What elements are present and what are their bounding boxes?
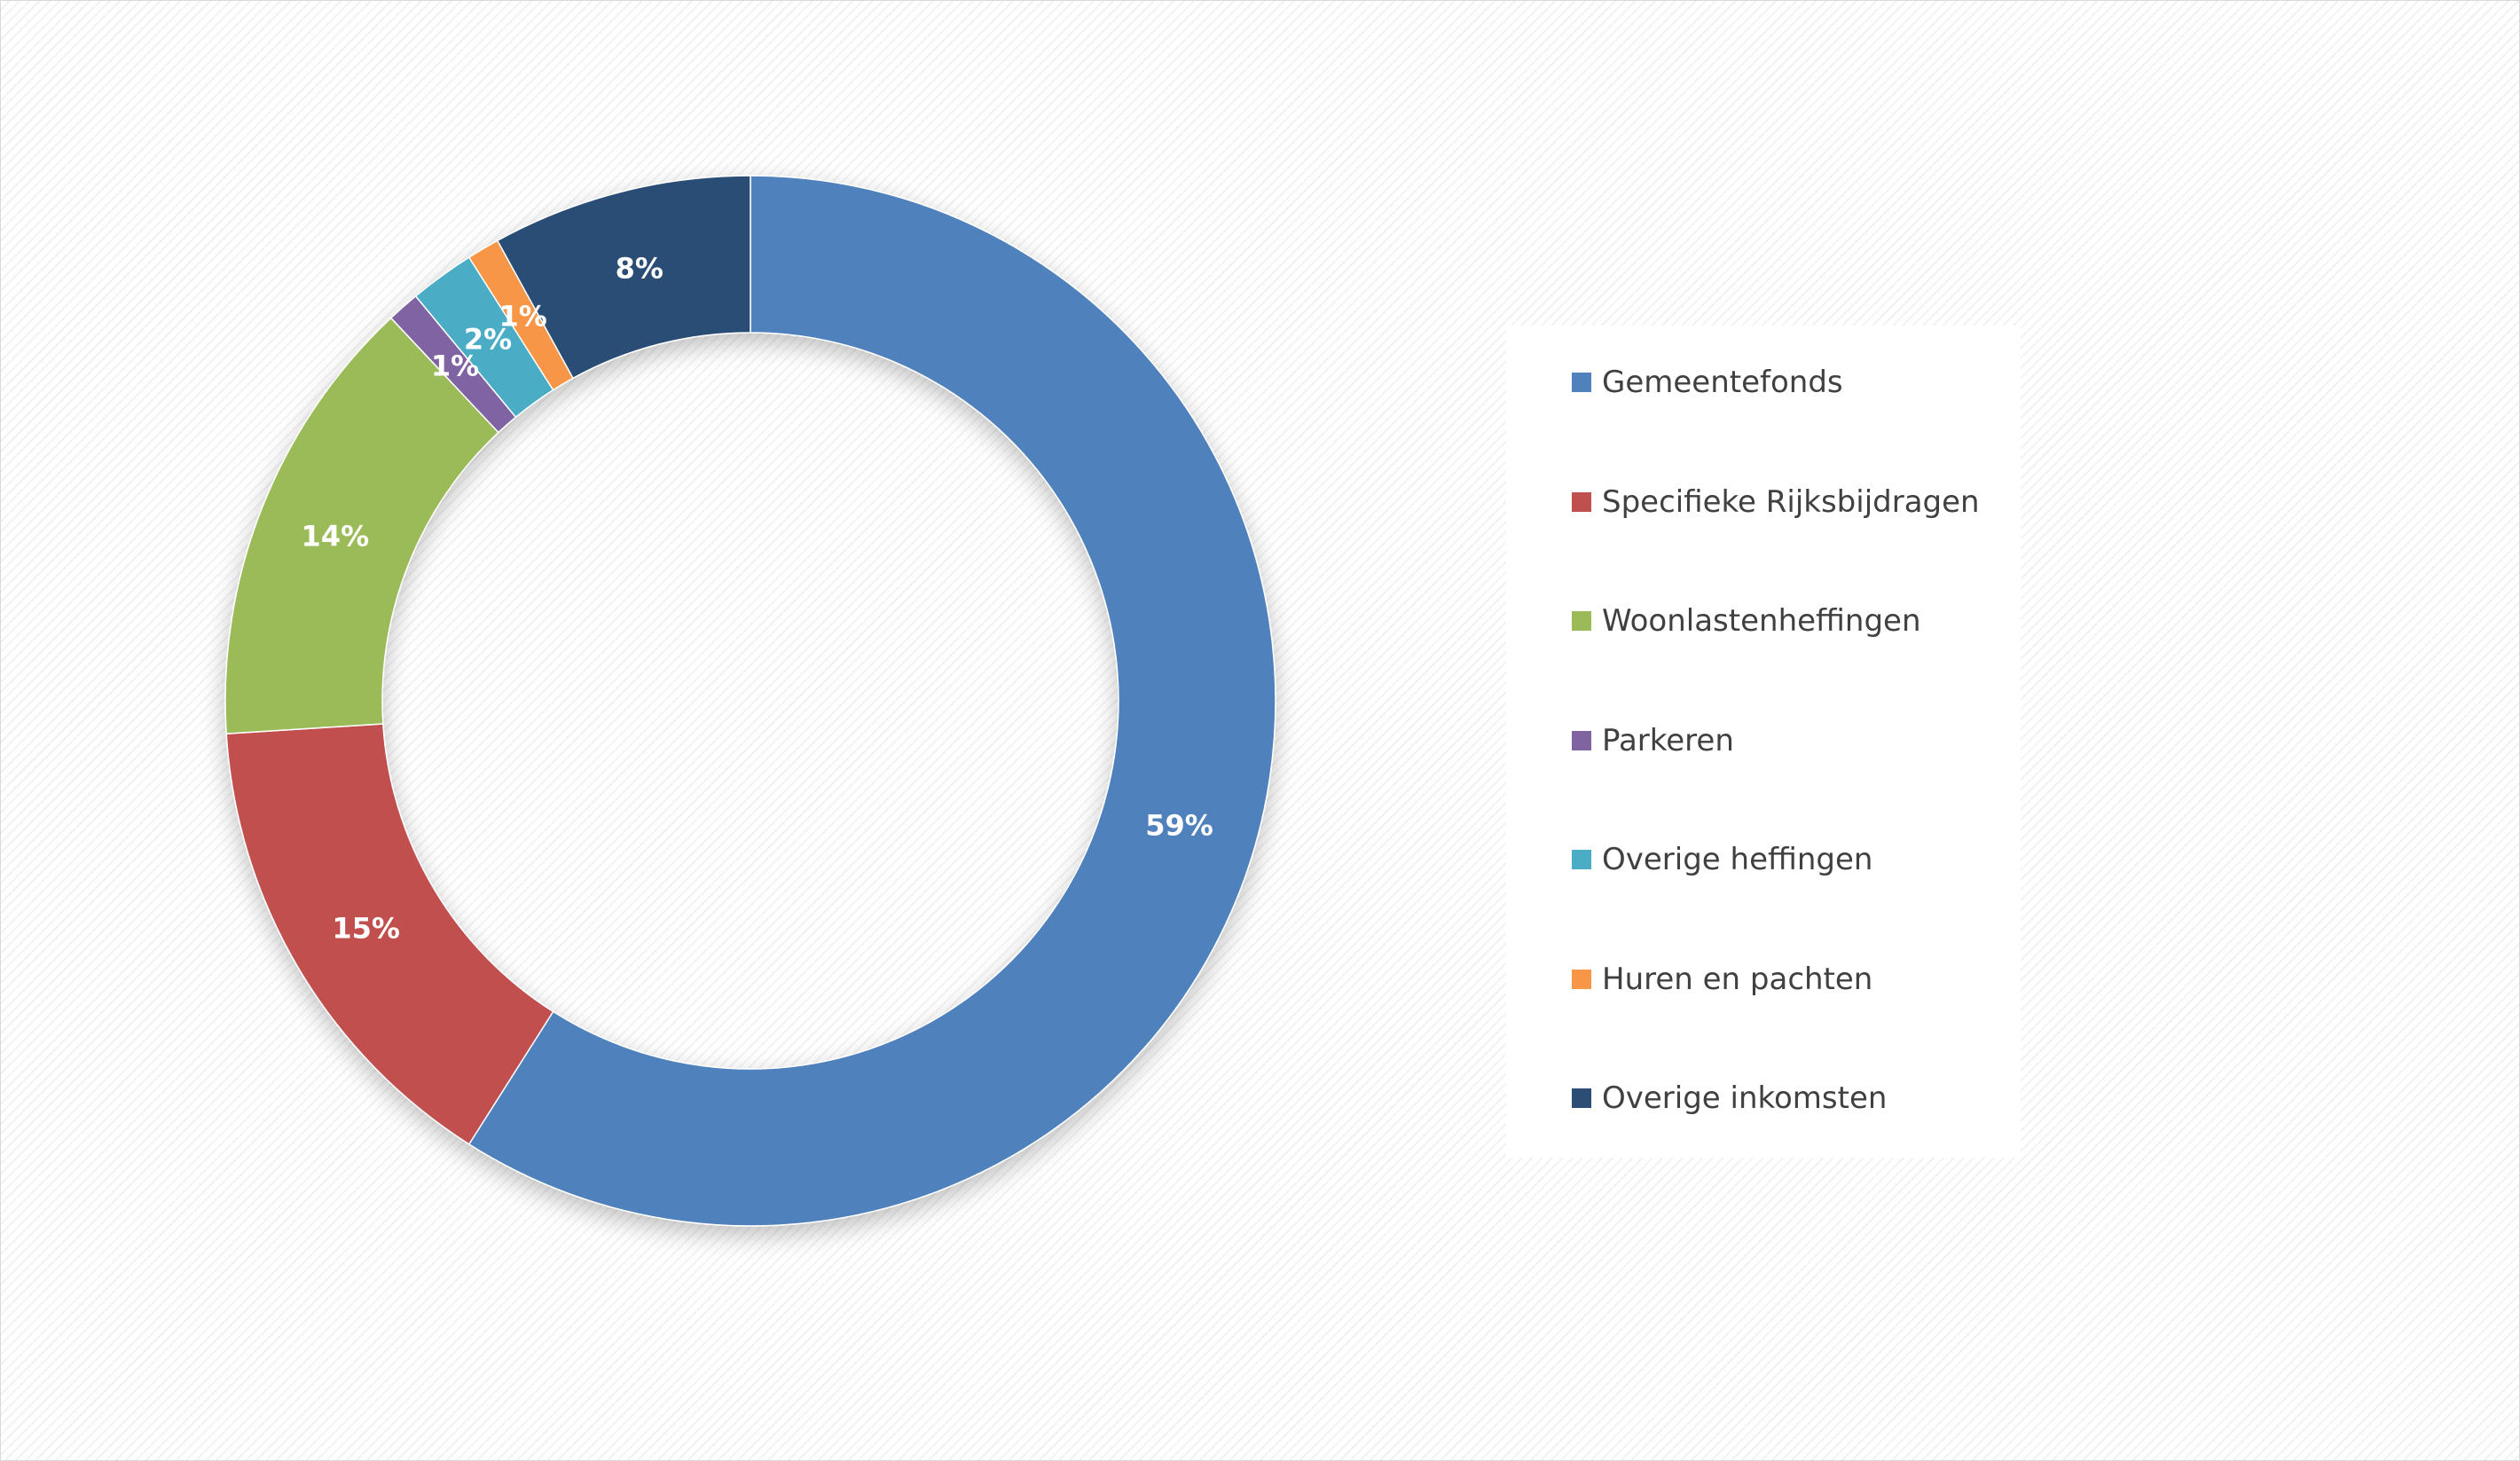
legend-swatch xyxy=(1572,969,1591,989)
data-label-gemeentefonds: 59% xyxy=(1145,808,1213,842)
data-label-parkeren: 1% xyxy=(431,349,479,382)
legend-swatch xyxy=(1572,491,1591,512)
legend-item-specifieke-rijksbijdragen: Specifieke Rijksbijdragen xyxy=(1572,483,1980,522)
data-label-specifieke-rijksbijdragen: 15% xyxy=(332,911,400,945)
legend-swatch xyxy=(1572,611,1591,631)
legend-label: Overige heffingen xyxy=(1602,842,1873,877)
data-label-overige-inkomsten: 8% xyxy=(616,251,663,285)
legend-item-gemeentefonds: Gemeentefonds xyxy=(1572,363,1843,402)
donut-slice-overige-inkomsten xyxy=(496,175,751,380)
legend-item-woonlastenheffingen: Woonlastenheffingen xyxy=(1572,601,1921,640)
legend-item-overige-inkomsten: Overige inkomsten xyxy=(1572,1079,1887,1118)
donut-slices xyxy=(224,175,1276,1227)
legend-item-huren-en-pachten: Huren en pachten xyxy=(1572,960,1872,999)
data-label-overige-heffingen: 2% xyxy=(464,323,512,357)
legend-label: Gemeentefonds xyxy=(1602,365,1843,400)
legend-swatch xyxy=(1572,373,1591,392)
data-label-huren-en-pachten: 1% xyxy=(499,300,547,334)
legend-item-parkeren: Parkeren xyxy=(1572,721,1734,760)
legend-swatch xyxy=(1572,730,1591,750)
legend-label: Parkeren xyxy=(1602,722,1734,758)
legend-label: Huren en pachten xyxy=(1602,961,1873,997)
legend-swatch xyxy=(1572,850,1591,869)
legend-label: Woonlastenheffingen xyxy=(1602,603,1921,639)
donut-slice-gemeentefonds xyxy=(467,175,1276,1227)
legend-label: Specifieke Rijksbijdragen xyxy=(1602,483,1980,520)
legend-swatch xyxy=(1572,1088,1591,1108)
legend: Gemeentefonds Specifieke Rijksbijdragen Wo… xyxy=(1506,326,2021,1158)
legend-label: Overige inkomsten xyxy=(1602,1080,1888,1116)
donut-data-labels: 59% 15% 14% 1%2%1% 8% xyxy=(302,251,1213,945)
legend-item-overige-heffingen: Overige heffingen xyxy=(1572,840,1872,879)
data-label-woonlastenheffingen: 14% xyxy=(302,520,370,554)
